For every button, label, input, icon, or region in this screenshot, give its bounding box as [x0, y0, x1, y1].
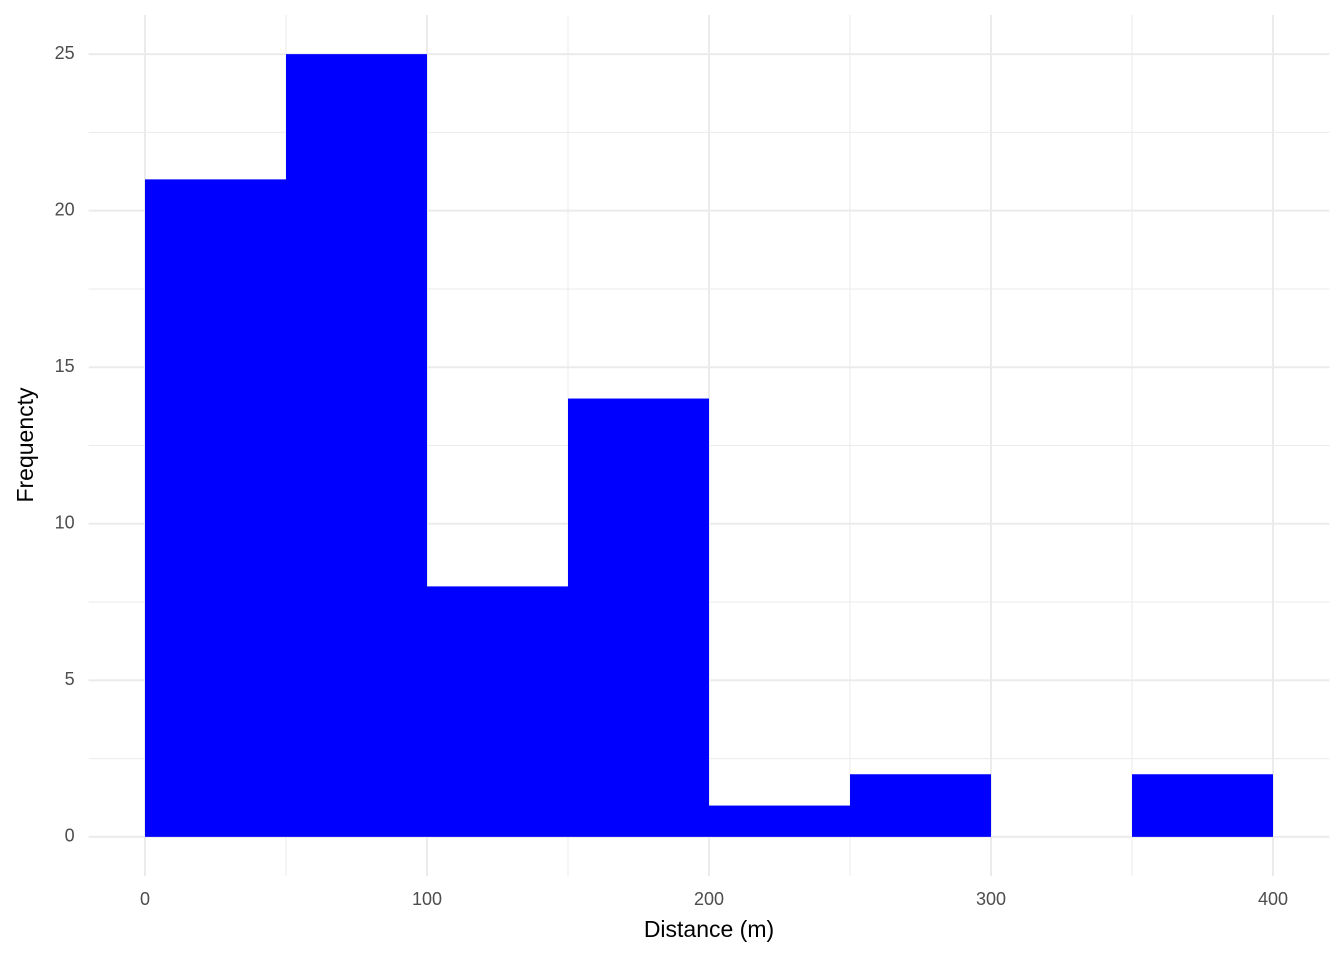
bar: [709, 805, 850, 837]
x-tick-label: 200: [694, 889, 724, 909]
y-tick-label: 10: [55, 513, 75, 533]
x-tick-label: 300: [976, 889, 1006, 909]
bar: [850, 774, 991, 837]
bar: [1132, 774, 1273, 837]
x-tick-label: 400: [1258, 889, 1288, 909]
y-tick-label: 0: [65, 826, 75, 846]
bar: [427, 586, 568, 837]
bar: [145, 179, 286, 837]
x-tick-label: 100: [412, 889, 442, 909]
y-tick-label: 20: [55, 199, 75, 219]
x-tick-label: 0: [140, 889, 150, 909]
y-axis-label: Frequencty: [12, 387, 38, 503]
y-tick-label: 5: [65, 669, 75, 689]
bar: [568, 398, 709, 837]
x-axis-label: Distance (m): [644, 916, 774, 942]
y-tick-label: 25: [55, 43, 75, 63]
bar: [286, 54, 427, 837]
y-tick-label: 15: [55, 356, 75, 376]
